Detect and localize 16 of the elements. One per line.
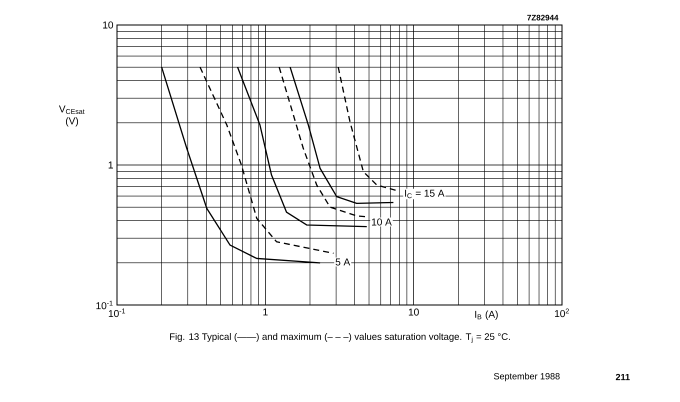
y-tick-label: 1: [108, 162, 113, 168]
annotation: 10 A: [372, 218, 392, 226]
caption: Fig. 13 Typical (——) and maximum (– – –) values saturation voltage. T$_{j}$ = 25 °C.: [170, 333, 510, 343]
y-tick-label: 10: [103, 21, 114, 29]
y-tick-label: 10$^{-1}$: [96, 300, 113, 310]
annotation: I$_{C}$ = 15 A: [405, 190, 444, 198]
x-tick-label: 1: [263, 308, 268, 316]
text: 7Z82944: [527, 14, 558, 20]
y-axis-title: V$_{CEsat}$ (V): [58, 106, 85, 126]
text: September 1988: [494, 372, 560, 382]
annotation: 5 A: [336, 258, 350, 266]
x-axis-title: I$_{B}$ (A): [475, 310, 498, 320]
x-tick-label: 10: [408, 308, 419, 316]
text: 211: [616, 374, 630, 380]
x-tick-label: 10$^{2}$: [555, 308, 569, 318]
x-tick-label: 10$^{-1}$: [108, 308, 126, 318]
